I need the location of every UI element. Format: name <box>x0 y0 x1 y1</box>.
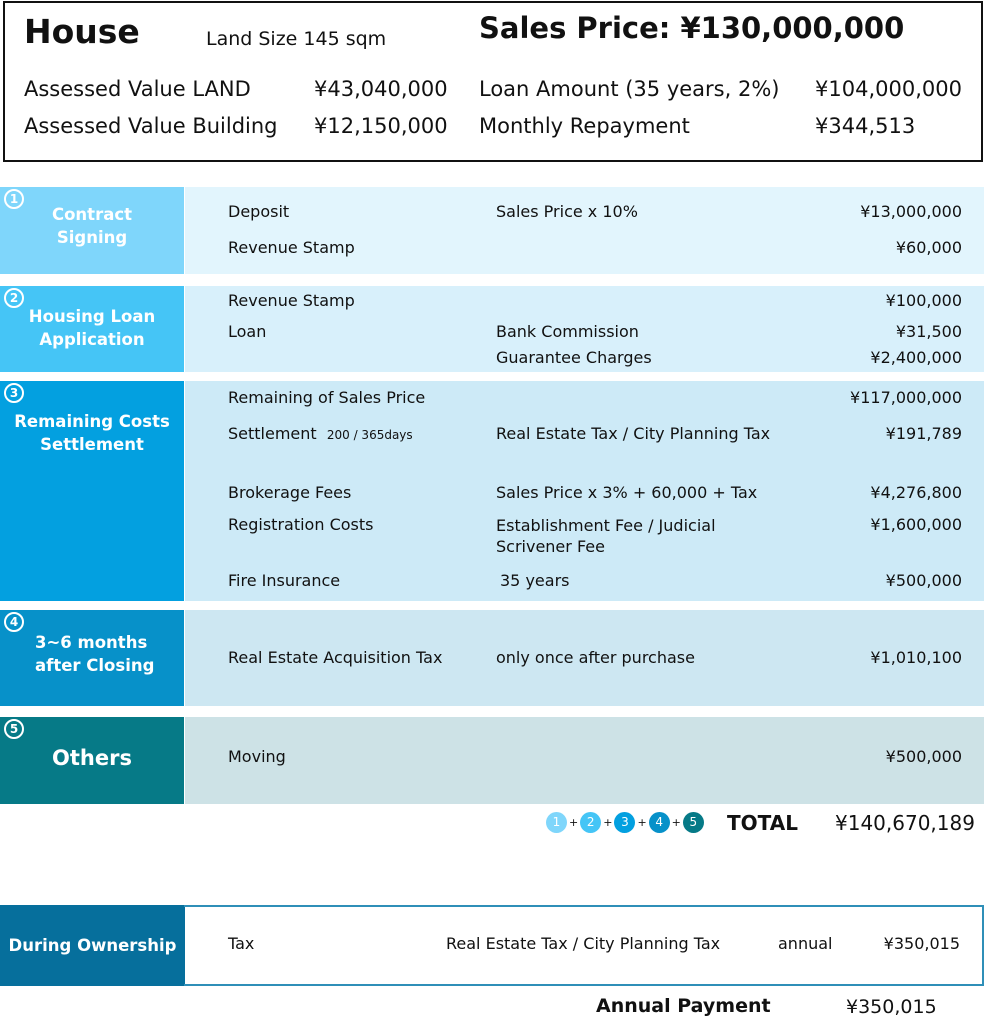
monthly-repayment-value: ¥344,513 <box>815 114 916 138</box>
step-1-details: Deposit Sales Price x 10% ¥13,000,000 Re… <box>185 187 984 274</box>
step-2-number-icon: 2 <box>4 288 24 308</box>
step-4-item-detail: only once after purchase <box>496 648 695 667</box>
ownership-item-name: Tax <box>228 934 255 953</box>
step-3-item-amount: ¥500,000 <box>885 571 962 590</box>
step-5-dot-icon: 5 <box>682 812 704 833</box>
step-2-item-amount: ¥2,400,000 <box>870 348 962 367</box>
ownership-amount: ¥350,015 <box>883 934 960 953</box>
step-3-number-icon: 3 <box>4 383 24 403</box>
ownership-details: Tax Real Estate Tax / City Planning Tax … <box>184 905 984 986</box>
step-3-item-name: Remaining of Sales Price <box>228 388 426 407</box>
step-3-item-detail: 35 years <box>500 571 570 590</box>
step-3-item-amount: ¥117,000,000 <box>850 388 962 407</box>
step-3-label: Remaining Costs Settlement <box>14 412 170 454</box>
loan-amount-value: ¥104,000,000 <box>815 77 962 101</box>
step-4-header: 4 3~6 months after Closing <box>0 610 184 706</box>
step-3-dot-icon: 3 <box>614 812 636 833</box>
step-1-label: Contract Signing <box>51 205 133 247</box>
step-1-item-amount: ¥60,000 <box>895 238 962 257</box>
monthly-repayment-label: Monthly Repayment <box>479 114 690 138</box>
step-4-item-name: Real Estate Acquisition Tax <box>228 648 443 667</box>
step-4-label: 3~6 months after Closing <box>35 633 155 675</box>
step-2-label: Housing Loan Application <box>28 307 156 349</box>
step-1-item-name: Deposit <box>228 202 290 221</box>
ownership-item-detail: Real Estate Tax / City Planning Tax <box>446 934 721 953</box>
summary-header <box>3 1 983 162</box>
step-3-header: 3 Remaining Costs Settlement <box>0 381 184 601</box>
total-value: ¥140,670,189 <box>835 811 975 835</box>
step-3-item-amount: ¥191,789 <box>885 424 962 443</box>
step-2-item-amount: ¥100,000 <box>885 291 962 310</box>
step-3-item-name: Registration Costs <box>228 515 374 534</box>
step-2-header: 2 Housing Loan Application <box>0 286 184 372</box>
step-5-header: 5 Others <box>0 717 184 804</box>
ownership-header: During Ownership <box>0 905 185 986</box>
step-2-item-detail: Bank Commission <box>496 322 639 341</box>
total-formula: 1 +2 +3 +4 +5 <box>546 812 704 833</box>
step-5-item-amount: ¥500,000 <box>885 747 962 766</box>
step-5-number-icon: 5 <box>4 719 24 739</box>
step-4-dot-icon: 4 <box>648 812 670 833</box>
step-1-dot-icon: 1 <box>546 812 567 833</box>
step-3-item-amount: ¥1,600,000 <box>870 515 962 534</box>
step-2-details: Revenue Stamp ¥100,000 Loan Bank Commiss… <box>185 286 984 372</box>
step-1-header: 1 Contract Signing <box>0 187 184 274</box>
step-1-item-amount: ¥13,000,000 <box>860 202 962 221</box>
step-2-item-name: Revenue Stamp <box>228 291 355 310</box>
step-5-label: Others <box>52 746 132 770</box>
step-3-item-detail: Real Estate Tax / City Planning Tax <box>496 424 771 443</box>
ownership-frequency: annual <box>778 934 833 953</box>
step-3-item-amount: ¥4,276,800 <box>870 483 962 502</box>
step-3-item-name: Fire Insurance <box>228 571 341 590</box>
assessed-land-label: Assessed Value LAND <box>24 77 251 101</box>
step-3-details: Remaining of Sales Price ¥117,000,000 Se… <box>185 381 984 601</box>
assessed-building-label: Assessed Value Building <box>24 114 278 138</box>
property-type-title: House <box>24 12 140 51</box>
step-2-item-name: Loan <box>228 322 267 341</box>
assessed-land-value: ¥43,040,000 <box>314 77 448 101</box>
annual-payment-label: Annual Payment <box>596 995 771 1017</box>
sales-price: Sales Price: ¥130,000,000 <box>479 11 905 45</box>
step-1-item-detail: Sales Price x 10% <box>496 202 638 221</box>
step-3-item-detail: Sales Price x 3% + 60,000 + Tax <box>496 483 758 502</box>
step-5-item-name: Moving <box>228 747 286 766</box>
step-3-item-name: Brokerage Fees <box>228 483 352 502</box>
annual-payment-value: ¥350,015 <box>846 996 937 1018</box>
step-3-item-name: Settlement 200 / 365days <box>228 424 413 443</box>
step-1-item-name: Revenue Stamp <box>228 238 355 257</box>
step-2-dot-icon: 2 <box>580 812 602 833</box>
total-label: TOTAL <box>727 811 798 835</box>
step-3-item-detail: Establishment Fee / Judicial Scrivener Fe… <box>496 516 716 556</box>
step-1-number-icon: 1 <box>4 189 24 209</box>
step-4-number-icon: 4 <box>4 612 24 632</box>
loan-amount-label: Loan Amount (35 years, 2%) <box>479 77 780 101</box>
step-4-item-amount: ¥1,010,100 <box>870 648 962 667</box>
step-2-item-amount: ¥31,500 <box>895 322 962 341</box>
step-2-item-detail: Guarantee Charges <box>496 348 652 367</box>
land-size: Land Size 145 sqm <box>206 28 387 50</box>
step-4-details: Real Estate Acquisition Tax only once af… <box>185 610 984 706</box>
assessed-building-value: ¥12,150,000 <box>314 114 448 138</box>
step-5-details: Moving ¥500,000 <box>185 717 984 804</box>
